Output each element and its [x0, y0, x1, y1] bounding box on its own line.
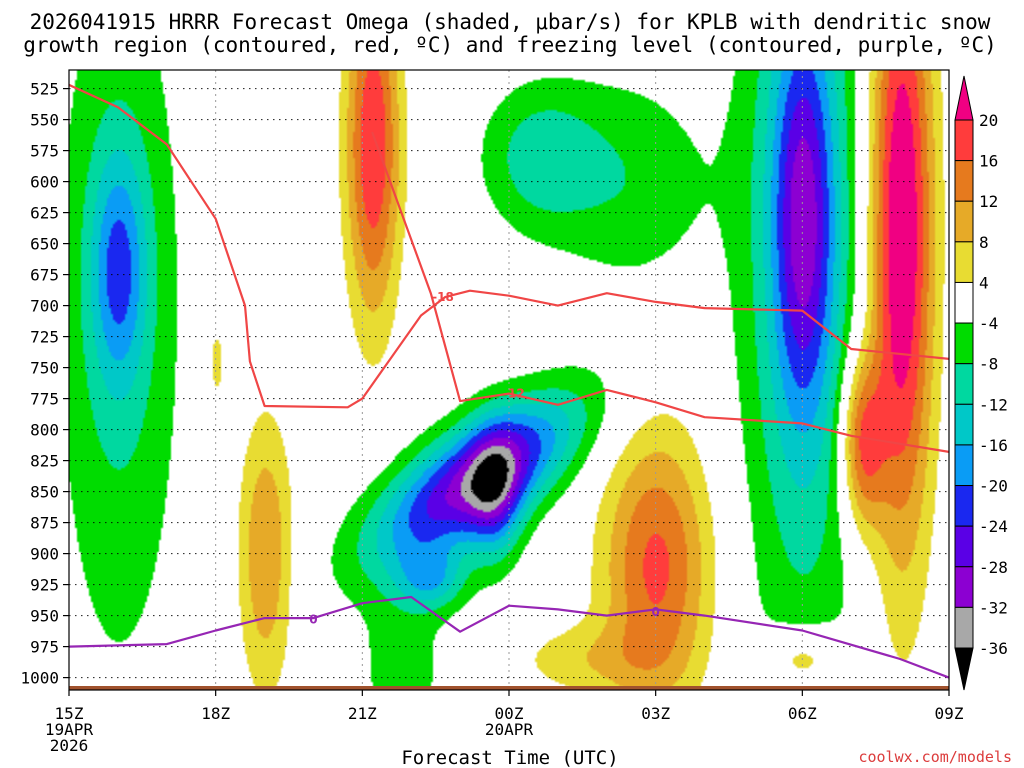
y-tick-label: 625: [30, 204, 59, 223]
x-tick-label: 06Z: [788, 704, 817, 723]
y-tick-label: 525: [30, 80, 59, 99]
colorbar-band: [954, 322, 974, 365]
terrain-ground: [69, 686, 949, 690]
colorbar-label: -36: [979, 639, 1008, 658]
colorbar-band: [954, 525, 974, 568]
y-tick-label: 1000: [20, 669, 59, 688]
colorbar-legend: 20 16 12 8 4 -4 -8 -12 -16 -20 -24 -28 -32 -36: [954, 75, 1008, 691]
y-tick-label: 725: [30, 328, 59, 347]
colorbar-band: [954, 160, 974, 202]
plot-area: -18 -12 0 0 525 550 575 600 625 650 675 700 725 750 7…: [20, 69, 964, 755]
colorbar-label: -28: [979, 558, 1008, 577]
colorbar-label: 12: [979, 192, 998, 211]
x-date-label: 2026: [50, 736, 89, 755]
colorbar-band: [954, 363, 974, 405]
colorbar-band: [954, 485, 974, 527]
chart-title-line-1: 2026041915 HRRR Forecast Omega (shaded, …: [30, 10, 991, 34]
credit-link[interactable]: coolwx.com/models: [858, 748, 1012, 766]
y-axis: 525 550 575 600 625 650 675 700 725 750 775 800 825 8…: [20, 80, 69, 688]
y-tick-label: 675: [30, 266, 59, 285]
colorbar-label: -20: [979, 477, 1008, 496]
y-tick-label: 850: [30, 483, 59, 502]
colorbar-bottom-arrow: [954, 647, 974, 691]
colorbar-band: [954, 403, 974, 446]
colorbar-band: [954, 200, 974, 243]
x-tick-label: 21Z: [348, 704, 377, 723]
colorbar-label: 8: [979, 233, 989, 252]
temperature-contours: -18 -12 0 0: [69, 83, 949, 679]
colorbar-label: 16: [979, 152, 998, 171]
chart-title-line-2: growth region (contoured, red, ºC) and f…: [23, 33, 997, 57]
colorbar-band: [954, 606, 974, 649]
contour-label: 0: [651, 605, 659, 619]
colorbar-label: -8: [979, 355, 998, 374]
y-tick-label: 600: [30, 173, 59, 192]
colorbar-band: [954, 281, 974, 324]
y-tick-label: 875: [30, 514, 59, 533]
x-axis-label: Forecast Time (UTC): [401, 747, 618, 768]
colorbar-band: [954, 444, 974, 487]
x-tick-label: 03Z: [641, 704, 670, 723]
y-tick-label: 550: [30, 111, 59, 130]
x-tick-label: 00Z: [495, 704, 524, 723]
colorbar-label: 4: [979, 273, 989, 292]
y-tick-label: 575: [30, 142, 59, 161]
x-date-label: 19APR: [45, 720, 94, 739]
omega-shaded-field: [69, 70, 949, 690]
y-tick-label: 925: [30, 576, 59, 595]
y-tick-label: 975: [30, 638, 59, 657]
colorbar-label: -12: [979, 395, 1008, 414]
contour-line: [69, 595, 949, 679]
x-tick-label: 18Z: [201, 704, 230, 723]
colorbar-band: [954, 241, 974, 283]
colorbar-label: -4: [979, 314, 998, 333]
contour-line: [371, 131, 949, 453]
grid-lines: [69, 70, 949, 690]
colorbar-label: -32: [979, 598, 1008, 617]
contour-label: -18: [432, 290, 454, 304]
y-tick-label: 750: [30, 359, 59, 378]
x-tick-label: 09Z: [935, 704, 964, 723]
colorbar-label: -16: [979, 436, 1008, 455]
colorbar-top-arrow: [954, 75, 974, 121]
y-tick-label: 775: [30, 390, 59, 409]
colorbar-label: -24: [979, 517, 1008, 536]
x-date-label: 20APR: [485, 720, 534, 739]
colorbar-band: [954, 119, 974, 162]
y-tick-label: 900: [30, 545, 59, 564]
y-tick-label: 650: [30, 235, 59, 254]
y-tick-label: 700: [30, 297, 59, 316]
contour-label: -12: [503, 387, 525, 401]
y-tick-label: 800: [30, 421, 59, 440]
colorbar-band: [954, 566, 974, 608]
contour-label: 0: [309, 612, 317, 626]
y-tick-label: 950: [30, 607, 59, 626]
y-tick-label: 825: [30, 452, 59, 471]
colorbar-label: 20: [979, 111, 998, 130]
x-tick-label: 15Z: [55, 704, 84, 723]
